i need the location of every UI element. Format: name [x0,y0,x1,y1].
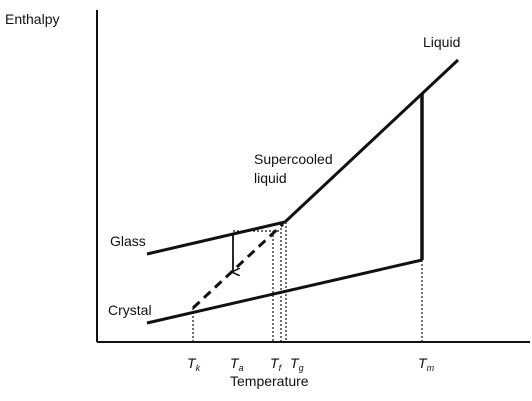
tick-sub: m [427,363,435,373]
tick-label: Tk [187,355,201,373]
y-axis-label: Enthalpy [5,11,59,27]
liquid-label: Liquid [423,34,460,50]
tick-label: Tg [290,355,304,373]
tick-sub: g [299,363,304,373]
tick-labels: Tk Ta Tf Tg Tm [187,355,435,373]
tick-sub: f [279,363,283,373]
tick-main: T [187,355,197,371]
x-axis-label: Temperature [230,373,309,389]
glass-line [146,220,286,256]
supercooled-label: Supercooled [254,151,333,167]
tick-main: T [290,355,300,371]
tick-sub: a [239,363,244,373]
tick-label: Ta [230,355,244,373]
crystal-line [146,258,423,325]
tick-main: T [418,355,428,371]
guides [192,222,423,342]
tick-label: Tf [270,355,283,373]
glass-label: Glass [110,233,146,249]
tick-main: T [230,355,240,371]
tick-label: Tm [418,355,435,373]
relaxation-line [191,222,285,310]
crystal-label: Crystal [108,302,152,318]
tick-main: T [270,355,280,371]
liquid-line [283,58,460,224]
tick-sub: k [196,363,201,373]
supercooled-label: liquid [254,170,287,186]
